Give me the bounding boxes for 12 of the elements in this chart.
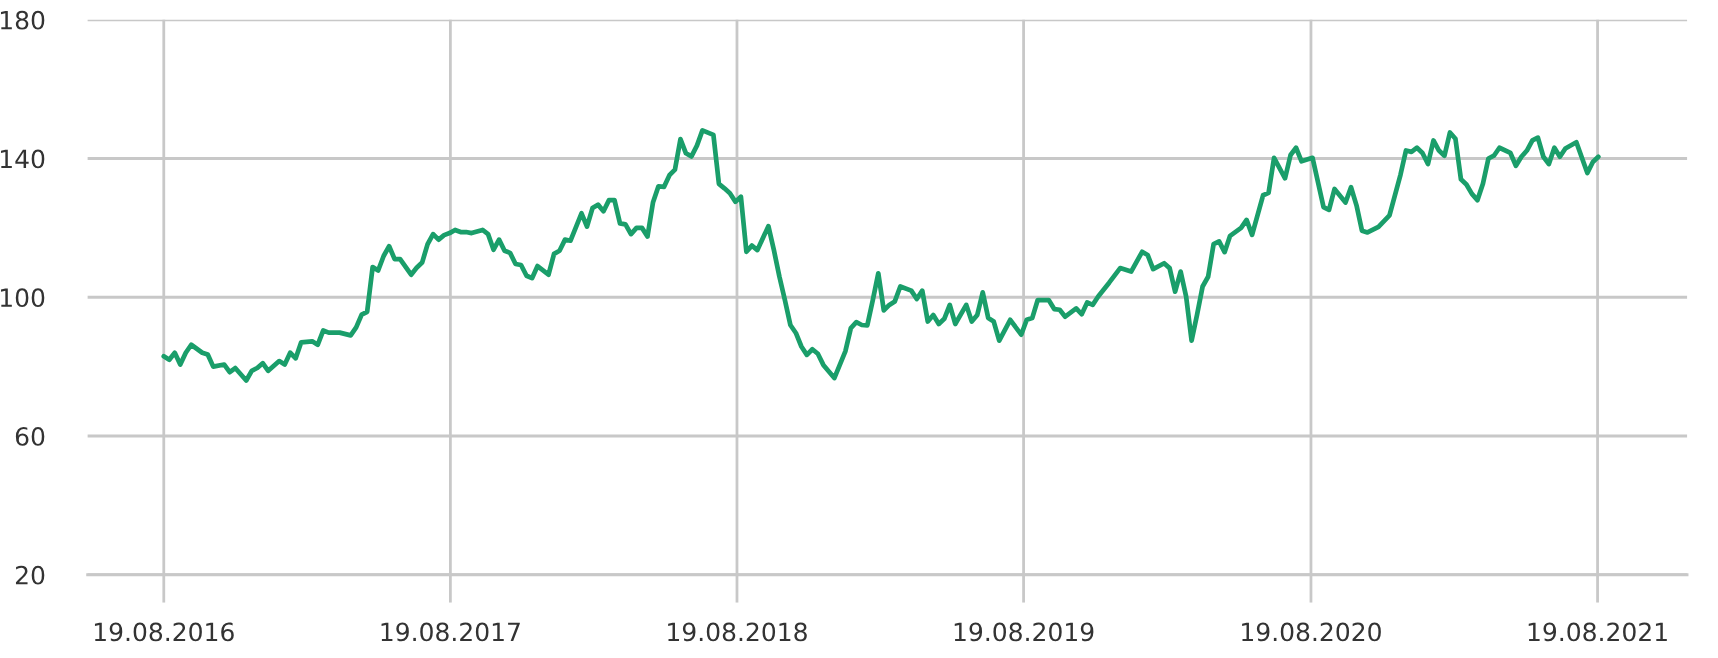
y-tick-label: 100 — [0, 288, 45, 308]
x-tick-label: 19.08.2018 — [668, 622, 807, 642]
x-tick-label: 19.08.2017 — [381, 622, 520, 642]
y-tick-label: 140 — [0, 149, 45, 169]
x-tick-label: 19.08.2020 — [1242, 622, 1381, 642]
x-tick-label: 19.08.2019 — [954, 622, 1094, 642]
y-tick-label: 20 — [15, 565, 45, 585]
x-tick-label: 19.08.2016 — [94, 622, 234, 642]
line-series — [161, 128, 1601, 383]
y-tick-label: 180 — [0, 10, 45, 30]
y-tick-label: 60 — [15, 426, 45, 446]
x-tick-label: 19.08.2021 — [1528, 622, 1667, 642]
